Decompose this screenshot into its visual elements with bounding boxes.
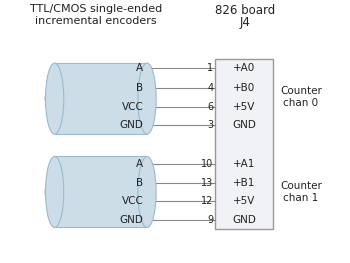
Ellipse shape	[138, 63, 156, 134]
Text: +B1: +B1	[233, 178, 255, 188]
Ellipse shape	[45, 186, 52, 198]
Text: 13: 13	[201, 178, 213, 188]
Ellipse shape	[46, 63, 64, 134]
Text: Counter
chan 1: Counter chan 1	[280, 181, 322, 203]
Ellipse shape	[45, 93, 52, 105]
Text: 12: 12	[201, 196, 213, 206]
Text: 4: 4	[207, 83, 214, 93]
Text: +5V: +5V	[233, 196, 255, 206]
Ellipse shape	[138, 156, 156, 227]
Bar	[55, 63, 147, 134]
Text: J4: J4	[239, 16, 251, 29]
Text: TTL/CMOS single-ended: TTL/CMOS single-ended	[30, 4, 162, 14]
Text: VCC: VCC	[122, 102, 144, 112]
Text: B: B	[136, 83, 144, 93]
Text: Counter
chan 0: Counter chan 0	[280, 86, 322, 108]
Text: 3: 3	[207, 120, 214, 130]
Text: A: A	[136, 159, 144, 169]
Ellipse shape	[57, 186, 64, 198]
Text: VCC: VCC	[122, 196, 144, 206]
Text: B: B	[136, 178, 144, 188]
Text: incremental encoders: incremental encoders	[35, 16, 157, 26]
Text: 10: 10	[201, 159, 213, 169]
Bar	[49, 186, 61, 198]
Ellipse shape	[57, 93, 64, 105]
Text: +A0: +A0	[233, 63, 255, 73]
Text: +A1: +A1	[233, 159, 255, 169]
Text: +B0: +B0	[233, 83, 255, 93]
Text: GND: GND	[120, 120, 144, 130]
Text: 1: 1	[207, 63, 214, 73]
Text: 9: 9	[207, 215, 214, 225]
Ellipse shape	[46, 156, 64, 227]
Text: +5V: +5V	[233, 102, 255, 112]
Text: GND: GND	[232, 120, 256, 130]
Text: GND: GND	[232, 215, 256, 225]
Text: GND: GND	[120, 215, 144, 225]
Bar	[215, 59, 273, 229]
Text: 6: 6	[207, 102, 214, 112]
Bar	[55, 156, 147, 227]
Bar	[49, 93, 61, 105]
Text: A: A	[136, 63, 144, 73]
Text: 826 board: 826 board	[215, 4, 275, 17]
